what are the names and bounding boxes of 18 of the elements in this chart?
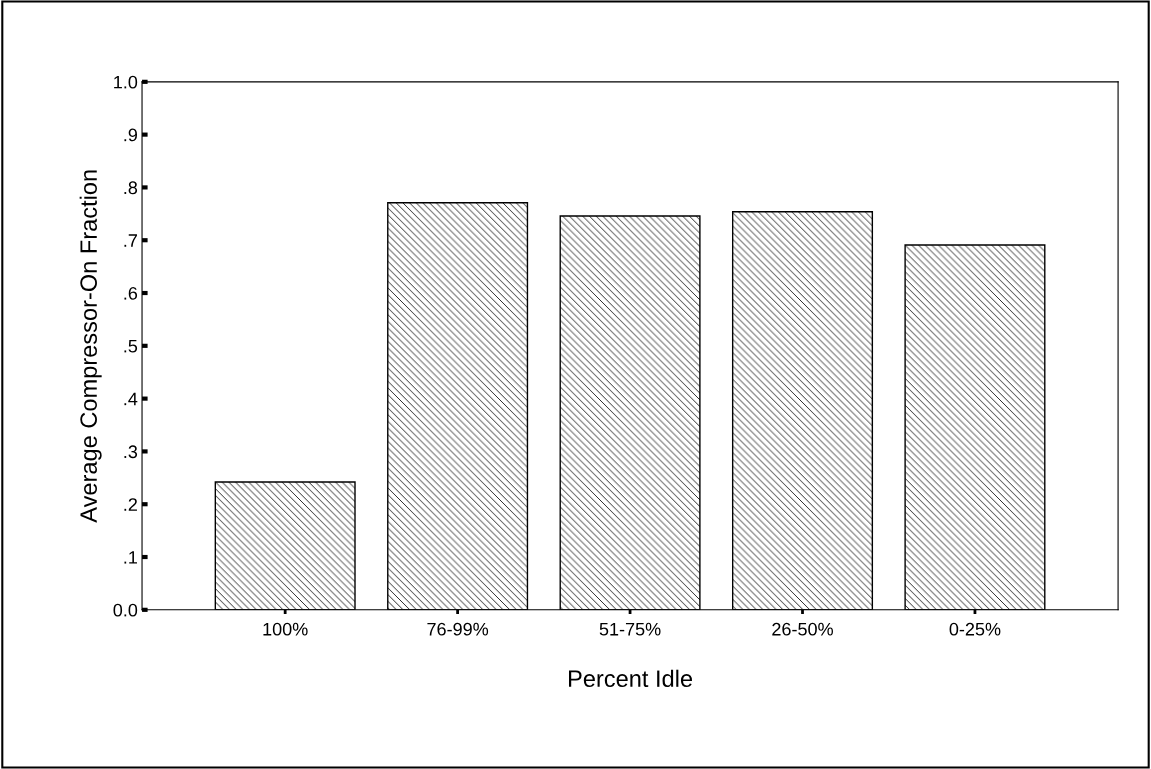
y-tick-label: .8 bbox=[124, 181, 138, 195]
y-tick-label: .2 bbox=[124, 498, 137, 511]
y-tick-label: .3 bbox=[124, 445, 138, 459]
x-tick-label: 51-75% bbox=[599, 622, 661, 636]
y-tick-label: .5 bbox=[124, 339, 138, 353]
y-tick-label: .6 bbox=[124, 286, 138, 300]
x-tick-label: 76-99% bbox=[427, 622, 489, 636]
y-tick-label: .9 bbox=[124, 128, 138, 142]
y-tick-label: 1.0 bbox=[114, 75, 138, 89]
y-axis-title: Average Compressor-On Fraction bbox=[79, 170, 102, 523]
y-tick-label: .1 bbox=[124, 551, 137, 564]
x-tick-label: 0-25% bbox=[949, 622, 1001, 636]
y-tick-label: .7 bbox=[124, 234, 137, 247]
y-tick-label: .4 bbox=[124, 392, 138, 406]
x-axis-title: Percent Idle bbox=[569, 669, 693, 688]
x-tick-label: 26-50% bbox=[772, 622, 833, 636]
y-tick-label: 0.0 bbox=[113, 603, 138, 617]
x-tick-label: 100% bbox=[263, 622, 308, 636]
